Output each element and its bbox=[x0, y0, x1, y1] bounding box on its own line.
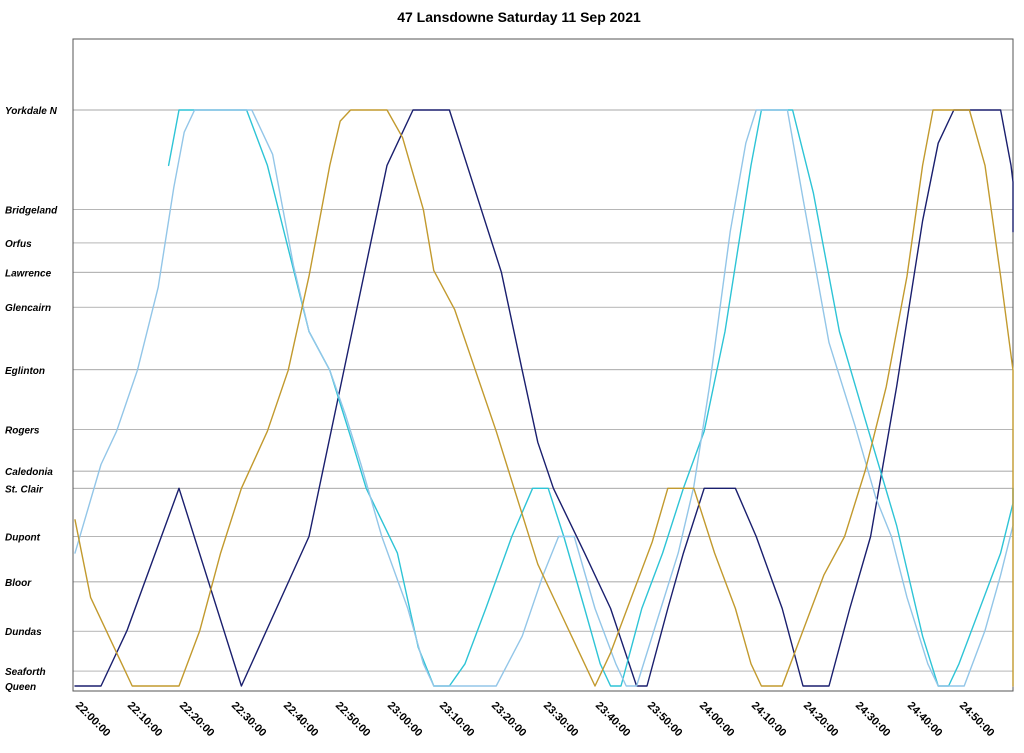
trip-line-lightblue bbox=[74, 109, 1014, 687]
stop-label: Glencairn bbox=[5, 303, 51, 314]
gridlines bbox=[73, 109, 1013, 672]
stop-label: Yorkdale N bbox=[5, 106, 58, 117]
stop-label: Seaforth bbox=[5, 667, 46, 678]
time-tick-label: 22:00:00 bbox=[73, 700, 113, 740]
time-tick-label: 23:00:00 bbox=[385, 700, 425, 740]
time-tick-label: 22:20:00 bbox=[177, 700, 217, 740]
stop-label: Rogers bbox=[5, 426, 40, 437]
time-labels: 22:00:00 22:10:00 22:20:00 22:30:00 22:40:00… bbox=[73, 700, 997, 740]
time-tick-label: 22:30:00 bbox=[229, 700, 269, 740]
trip-lines bbox=[74, 109, 1014, 687]
trip-line-navy bbox=[74, 109, 1014, 687]
time-tick-label: 24:20:00 bbox=[801, 700, 841, 740]
time-tick-label: 22:50:00 bbox=[333, 700, 373, 740]
stop-label: Bridgeland bbox=[5, 206, 58, 217]
stop-labels: Yorkdale N Bridgeland Orfus Lawrence Glencai… bbox=[5, 106, 58, 693]
time-tick-label: 22:10:00 bbox=[125, 700, 165, 740]
time-tick-label: 23:50:00 bbox=[645, 700, 685, 740]
stop-label: Caledonia bbox=[5, 467, 53, 478]
time-tick-label: 24:10:00 bbox=[749, 700, 789, 740]
time-tick-label: 24:40:00 bbox=[905, 700, 945, 740]
time-tick-label: 23:40:00 bbox=[593, 700, 633, 740]
plot-frame bbox=[72, 38, 1014, 692]
stop-label: Dundas bbox=[5, 627, 42, 638]
time-tick-label: 24:50:00 bbox=[957, 700, 997, 740]
trip-line-cyan bbox=[167, 109, 1014, 687]
time-tick-label: 23:20:00 bbox=[489, 700, 529, 740]
stop-label: St. Clair bbox=[5, 484, 44, 495]
trip-line-gold bbox=[74, 109, 1014, 687]
time-tick-label: 24:30:00 bbox=[853, 700, 893, 740]
time-tick-label: 24:00:00 bbox=[697, 700, 737, 740]
stop-label: Queen bbox=[5, 682, 36, 693]
stop-label: Dupont bbox=[5, 532, 41, 543]
time-tick-label: 23:10:00 bbox=[437, 700, 477, 740]
stop-label: Orfus bbox=[5, 239, 32, 250]
stop-label: Bloor bbox=[5, 578, 32, 589]
stop-label: Lawrence bbox=[5, 268, 52, 279]
time-tick-label: 22:40:00 bbox=[281, 700, 321, 740]
chart-title: 47 Lansdowne Saturday 11 Sep 2021 bbox=[397, 9, 641, 25]
time-tick-label: 23:30:00 bbox=[541, 700, 581, 740]
stop-label: Eglinton bbox=[5, 366, 45, 377]
